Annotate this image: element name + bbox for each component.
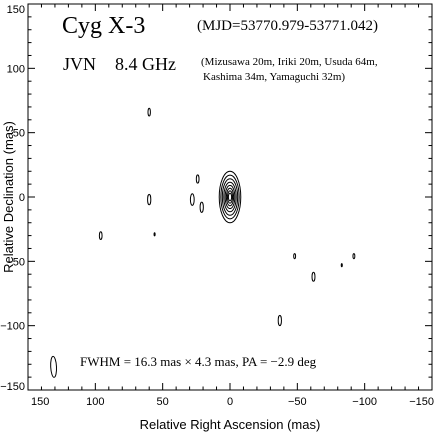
x-tick-label: −50 — [288, 396, 307, 408]
component-contour — [340, 263, 343, 268]
component-contour — [147, 107, 151, 117]
component-contour — [98, 231, 103, 240]
ticks — [27, 3, 433, 391]
core-contour — [225, 187, 235, 207]
chart-title: Cyg X-3 — [62, 13, 145, 39]
stations-line-1: (Mizusawa 20m, Iriki 20m, Usuda 64m, — [201, 56, 378, 68]
beam-text: FWHM = 16.3 mas × 4.3 mas, PA = −2.9 deg — [80, 354, 317, 369]
beam-ellipse — [50, 355, 58, 378]
x-tick-label: 50 — [157, 396, 169, 408]
array-name: JVN — [63, 54, 96, 74]
y-tick-label: 150 — [7, 4, 25, 16]
core-contour — [223, 181, 237, 213]
component-contour — [352, 253, 356, 260]
contours — [50, 107, 356, 378]
x-tick-label: 150 — [31, 396, 49, 408]
x-tick-label: −100 — [352, 396, 377, 408]
core-contour — [226, 190, 234, 204]
component-contour — [311, 271, 316, 282]
stations-line-2: Kashima 34m, Yamaguchi 32m) — [203, 71, 345, 83]
core-contour — [227, 192, 233, 202]
y-tick-label: 50 — [13, 128, 25, 140]
core-contour — [220, 174, 240, 220]
y-tick-labels: 150 100 50 0 −50 −100 −150 — [0, 4, 25, 393]
x-tick-labels: 150 100 50 0 −50 −100 −150 — [31, 396, 434, 408]
core-contour — [221, 178, 239, 216]
y-tick-label: 0 — [19, 192, 25, 204]
y-tick-label: −150 — [0, 381, 25, 393]
component-contour — [195, 174, 200, 184]
observation-date: (MJD=53770.979-53771.042) — [197, 18, 378, 34]
x-tick-label: 100 — [86, 396, 104, 408]
x-tick-label: −150 — [409, 396, 434, 408]
y-tick-label: −50 — [6, 256, 25, 268]
component-contour — [293, 253, 297, 260]
frequency: 8.4 GHz — [115, 54, 176, 74]
component-contour — [189, 193, 195, 206]
component-contour — [147, 193, 152, 206]
core-contour — [218, 170, 242, 224]
component-contour — [199, 201, 204, 213]
x-axis-label: Relative Right Ascension (mas) — [140, 417, 321, 432]
y-tick-label: −100 — [0, 321, 25, 333]
component-contour — [153, 232, 156, 237]
core-contour — [224, 184, 236, 210]
y-axis-label: Relative Declination (mas) — [1, 121, 16, 273]
component-contour — [277, 314, 282, 327]
y-tick-label: 100 — [7, 63, 25, 75]
x-tick-label: 0 — [227, 396, 233, 408]
